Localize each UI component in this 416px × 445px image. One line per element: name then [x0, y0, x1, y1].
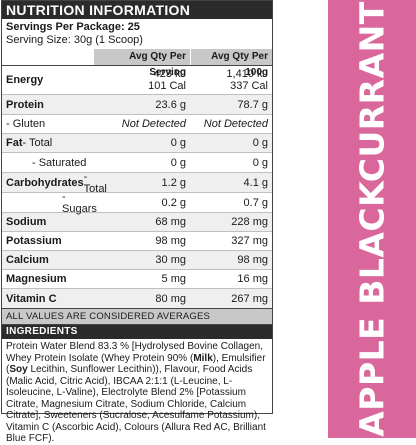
cell-serving: 98 mg [155, 235, 186, 247]
row-sodium: Sodium 68 mg 228 mg [2, 213, 272, 232]
cell-serving: 1.2 g [161, 176, 186, 189]
cell-serving: 23.6 g [155, 98, 186, 111]
row-label: - Gluten [6, 118, 46, 130]
flavour-name: APPLE BLACKCURRANT [352, 1, 392, 437]
ingredients-part-3: Lecithin, Sunflower Lecithin)), Flavour,… [6, 364, 266, 444]
energy-serving-cal: 101 Cal [148, 80, 186, 92]
energy-serving-kj: 423 kJ [153, 68, 186, 80]
row-energy: Energy 423 kJ 101 Cal 1,410 kJ 337 Cal [2, 66, 272, 95]
ingredients-text: Protein Water Blend 83.3 % [Hydrolysed B… [2, 339, 272, 445]
row-label: Sodium [6, 216, 47, 228]
row-label: - Saturated [32, 156, 87, 169]
averages-note: ALL VALUES ARE CONSIDERED AVERAGES [2, 309, 272, 325]
row-sugars: - Sugars 0.2 g 0.7 g [2, 190, 272, 215]
row-label: - Sugars [62, 190, 97, 215]
row-protein: Protein 23.6 g 78.7 g [2, 95, 272, 115]
row-label: Vitamin C [6, 292, 57, 305]
cell-100g: 78.7 g [237, 98, 268, 111]
row-carbohydrates: Carbohydrates - Total 1.2 g 4.1 g [2, 171, 272, 195]
allergen-milk: Milk [193, 352, 213, 364]
row-label: Energy [6, 74, 44, 86]
cell-serving: 0.2 g [161, 196, 186, 209]
row-vitamin-c: Vitamin C 80 mg 267 mg [2, 289, 272, 309]
col-header-100g: Avg Qty Per 100g [190, 49, 272, 78]
row-gluten: - Gluten Not Detected Not Detected [2, 115, 272, 134]
cell-100g: 327 mg [231, 235, 268, 247]
cell-serving: 0 g [170, 137, 186, 149]
serving-info: Servings Per Package: 25 Serving Size: 3… [2, 19, 272, 49]
cell-100g: 0 g [252, 156, 268, 169]
nutrition-panel: NUTRITION INFORMATION Servings Per Packa… [1, 0, 273, 444]
cell-100g: 4.1 g [243, 176, 268, 189]
row-label: Potassium [6, 235, 62, 247]
cell-serving: Not Detected [121, 118, 186, 130]
nutrition-title: NUTRITION INFORMATION [2, 1, 272, 19]
col-header-serving: Avg Qty Per Serving [94, 49, 190, 78]
row-magnesium: Magnesium 5 mg 16 mg [2, 270, 272, 289]
allergen-soy: Soy [9, 364, 28, 375]
cell-100g: 16 mg [237, 273, 268, 285]
row-label-rest: - Total [83, 170, 107, 195]
cell-serving: 0 g [170, 156, 186, 169]
cell-100g: 0.7 g [243, 196, 268, 209]
cell-100g: 98 mg [237, 254, 268, 266]
energy-100g-cal: 337 Cal [230, 80, 268, 92]
ingredients-part-2: ), Emulsifier ( [6, 352, 266, 376]
row-label: Carbohydrates - Total [2, 171, 107, 195]
row-label-bold: Fat [6, 137, 23, 149]
row-fat-total: Fat - Total 0 g 0 g [2, 134, 272, 153]
table-header: Avg Qty Per Serving Avg Qty Per 100g [2, 49, 272, 78]
row-potassium: Potassium 98 mg 327 mg [2, 232, 272, 251]
flavour-band: APPLE BLACKCURRANT [328, 0, 416, 438]
row-label-bold: Carbohydrates [6, 176, 84, 189]
servings-per-package: Servings Per Package: 25 [6, 21, 140, 33]
ingredients-part-1: Protein Water Blend 83.3 % [Hydrolysed B… [6, 341, 263, 364]
ingredients-title: INGREDIENTS [2, 325, 272, 339]
cell-serving: 80 mg [155, 292, 186, 305]
cell-serving: 68 mg [155, 216, 186, 228]
row-calcium: Calcium 30 mg 98 mg [2, 251, 272, 270]
energy-100g-kj: 1,410 kJ [226, 68, 268, 80]
nutrition-table: Avg Qty Per Serving Avg Qty Per 100g Ene… [2, 49, 272, 309]
row-label: Protein [6, 98, 44, 111]
cell-100g: 267 mg [231, 292, 268, 305]
row-saturated: - Saturated 0 g 0 g [2, 153, 272, 173]
row-label: Calcium [6, 254, 49, 266]
cell-serving: 5 mg [161, 273, 186, 285]
cell-100g: 228 mg [231, 216, 268, 228]
cell-100g: 0 g [252, 137, 268, 149]
row-label-rest: - Total [22, 137, 53, 149]
cell-100g: Not Detected [203, 118, 268, 130]
row-label: Fat - Total [2, 134, 94, 152]
cell-serving: 30 mg [155, 254, 186, 266]
serving-size: Serving Size: 30g (1 Scoop) [6, 34, 143, 46]
row-label: Magnesium [6, 273, 67, 285]
